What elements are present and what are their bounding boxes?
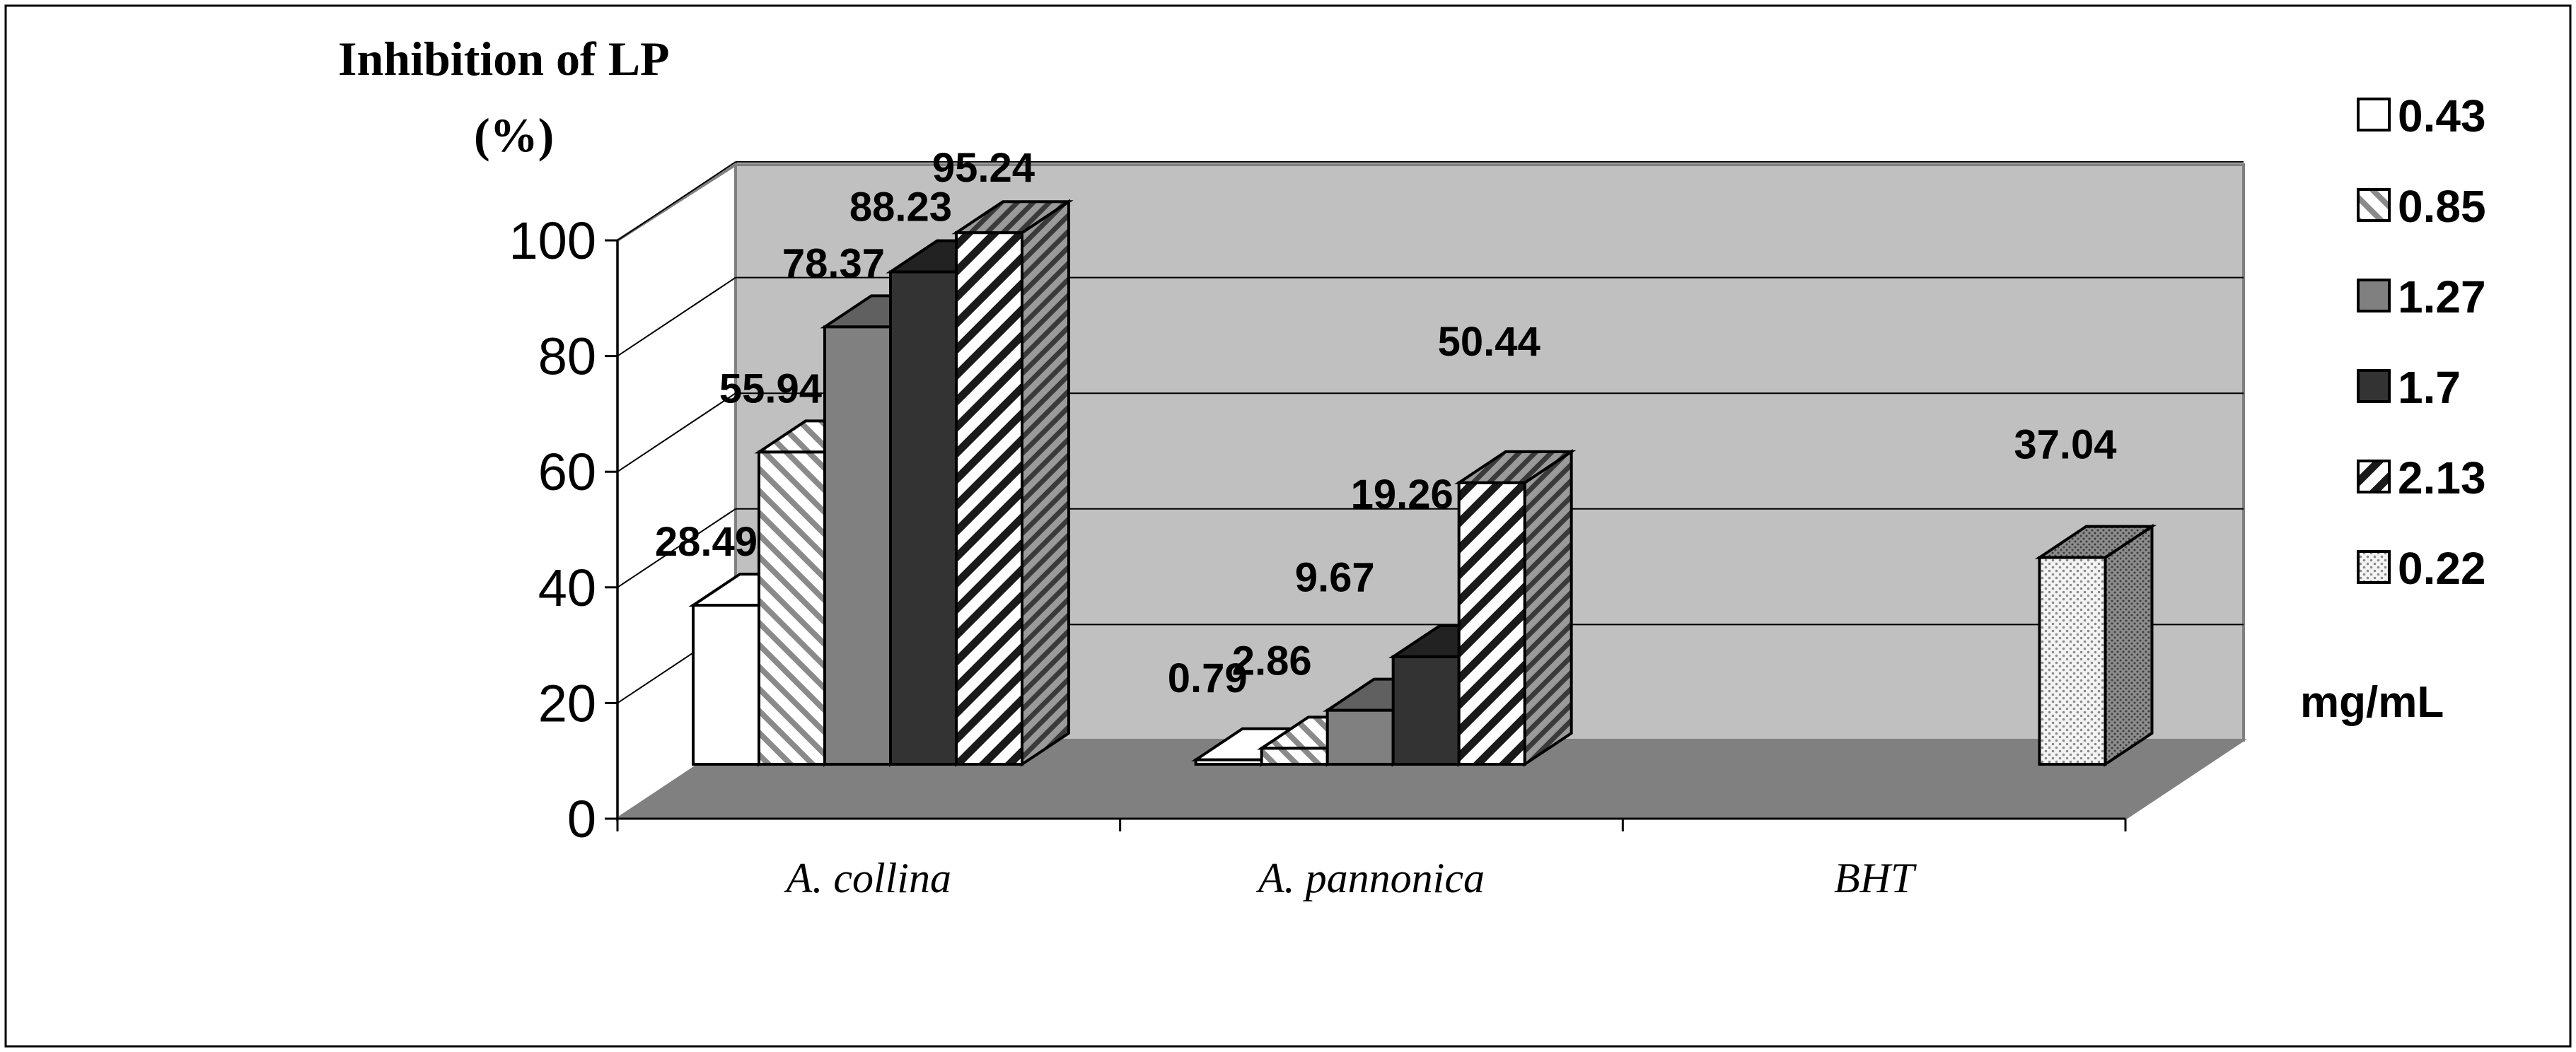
- legend-label: 0.22: [2398, 543, 2486, 594]
- x-category-labels: A. collina A. pannonica BHT: [616, 819, 2127, 901]
- data-label: 50.44: [1438, 319, 1541, 365]
- legend-label: 0.85: [2398, 181, 2486, 232]
- legend: 0.43 0.85 1.27 1.7 2.13 0.22: [2357, 90, 2486, 594]
- bar-front: [1194, 758, 1263, 766]
- x-category-label: A. pannonica: [1255, 855, 1485, 901]
- bar-front: [1391, 655, 1461, 766]
- legend-swatch: [2357, 279, 2391, 312]
- data-label: 95.24: [932, 145, 1035, 191]
- data-label: 78.37: [782, 240, 885, 286]
- data-label: 28.49: [655, 519, 758, 565]
- data-label: 0.79: [1168, 655, 1248, 701]
- y-tick-label: 100: [509, 211, 596, 270]
- y-axis-label-line2: (%): [474, 108, 554, 162]
- legend-swatch: [2357, 98, 2391, 132]
- legend-item: 0.43: [2357, 90, 2486, 141]
- y-axis-label-line1: Inhibition of LP: [338, 32, 670, 86]
- bar-side: [1021, 199, 1070, 767]
- data-label: 55.94: [719, 366, 822, 411]
- y-tick-label: 40: [538, 559, 596, 617]
- bars: [688, 199, 2157, 767]
- y-tick-labels: 0 20 40 60 80 100: [509, 211, 617, 848]
- data-label: 19.26: [1351, 472, 1454, 518]
- y-tick-label: 80: [538, 327, 596, 386]
- bar: [1454, 449, 1577, 767]
- bar-front: [1457, 481, 1526, 766]
- gridline-side: [617, 161, 736, 241]
- legend-item: 0.22: [2357, 543, 2486, 594]
- x-category-label: A. collina: [784, 855, 951, 901]
- legend-swatch: [2357, 550, 2391, 584]
- data-label: 9.67: [1295, 555, 1375, 601]
- legend-swatch: [2357, 460, 2391, 493]
- bar-front: [889, 270, 958, 766]
- legend-item: 1.27: [2357, 271, 2486, 322]
- bar-side: [1523, 449, 1573, 767]
- gridline-side: [617, 508, 736, 588]
- y-axis: [616, 240, 2125, 820]
- legend-unit: mg/mL: [2300, 678, 2444, 727]
- data-label: 88.23: [849, 185, 952, 230]
- legend-label: 0.43: [2398, 90, 2486, 141]
- bar-front: [1325, 708, 1395, 766]
- legend-swatch: [2357, 369, 2391, 403]
- legend-label: 2.13: [2398, 452, 2486, 503]
- gridline-side: [617, 392, 736, 473]
- bar-front: [955, 231, 1023, 766]
- data-label: 37.04: [2014, 422, 2116, 468]
- legend-item: 0.85: [2357, 181, 2486, 232]
- bar: [2034, 523, 2157, 767]
- bar-front: [823, 325, 892, 766]
- gridline-side: [617, 276, 736, 357]
- bar-front: [1260, 747, 1329, 766]
- legend-label: 1.27: [2398, 271, 2486, 322]
- bar-side: [2104, 523, 2154, 767]
- bar: [951, 199, 1074, 767]
- bar-front: [2038, 556, 2107, 766]
- data-label: 2.86: [1232, 638, 1312, 684]
- legend-swatch: [2357, 188, 2391, 222]
- legend-item: 2.13: [2357, 452, 2486, 503]
- legend-label: 1.7: [2398, 362, 2461, 413]
- x-category-label: BHT: [1834, 855, 1917, 901]
- bar-front: [692, 604, 760, 766]
- bar-front: [758, 450, 826, 766]
- y-tick-label: 0: [567, 790, 596, 848]
- y-tick-label: 60: [538, 443, 596, 501]
- legend-item: 1.7: [2357, 362, 2461, 413]
- y-tick-label: 20: [538, 674, 596, 732]
